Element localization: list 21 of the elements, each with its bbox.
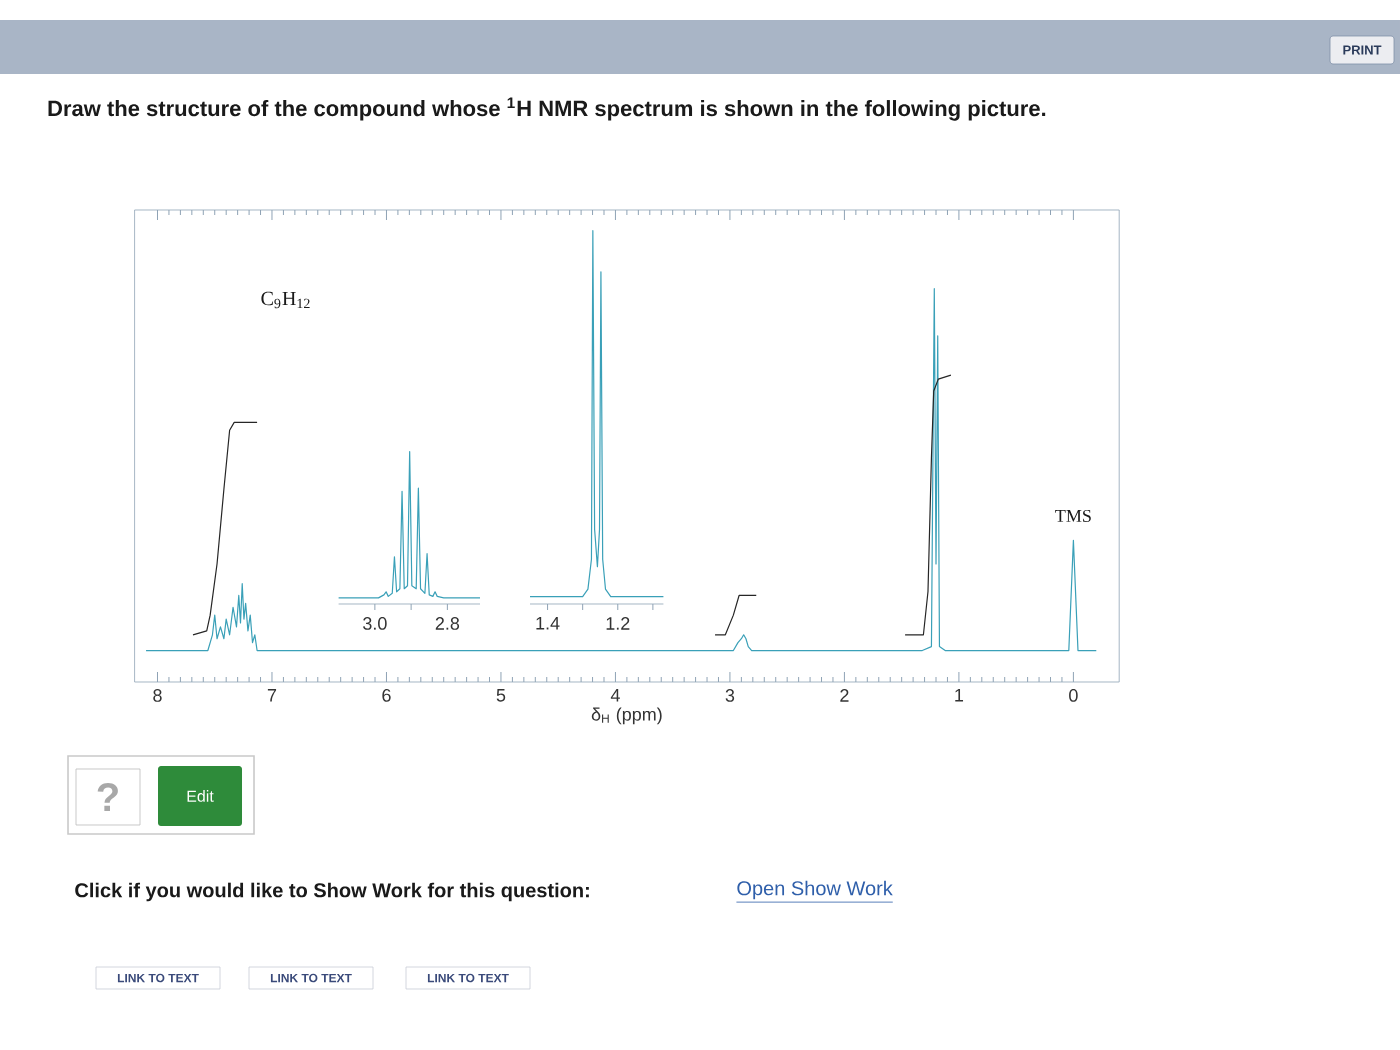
text: Edit [187, 790, 214, 802]
x-tick-label: 2 [840, 689, 849, 702]
x-tick-label: 8 [153, 689, 162, 702]
x-tick-label: 1 [955, 689, 964, 702]
x-tick-label: 6 [382, 689, 391, 702]
annotation: C$_{9}$H$_{12}$ [261, 291, 310, 309]
x-tick-label: 3.0 [363, 617, 387, 630]
x-tick-label: 2.8 [435, 617, 460, 630]
annotation: TMS [1055, 509, 1091, 523]
text: ? [97, 783, 118, 811]
chart-title: Draw the structure of the compound whose $^{1}$H NMR spectrum is shown in the following picture. [48, 97, 1046, 121]
x-tick-label: 7 [267, 689, 277, 702]
x-tick-label: 3 [725, 689, 735, 702]
text: Open Show Work [737, 880, 893, 900]
x-tick-label: 1.2 [606, 617, 630, 630]
x-tick-label: 5 [496, 689, 506, 702]
x-tick-label: 0 [1069, 689, 1078, 702]
x-axis-title: δ$_{H}$ (ppm) [591, 707, 662, 725]
x-tick-label: 1.4 [536, 617, 560, 630]
text: Click if you would like to Show Work for this question: [75, 882, 589, 902]
x-tick-label: 4 [610, 689, 620, 702]
